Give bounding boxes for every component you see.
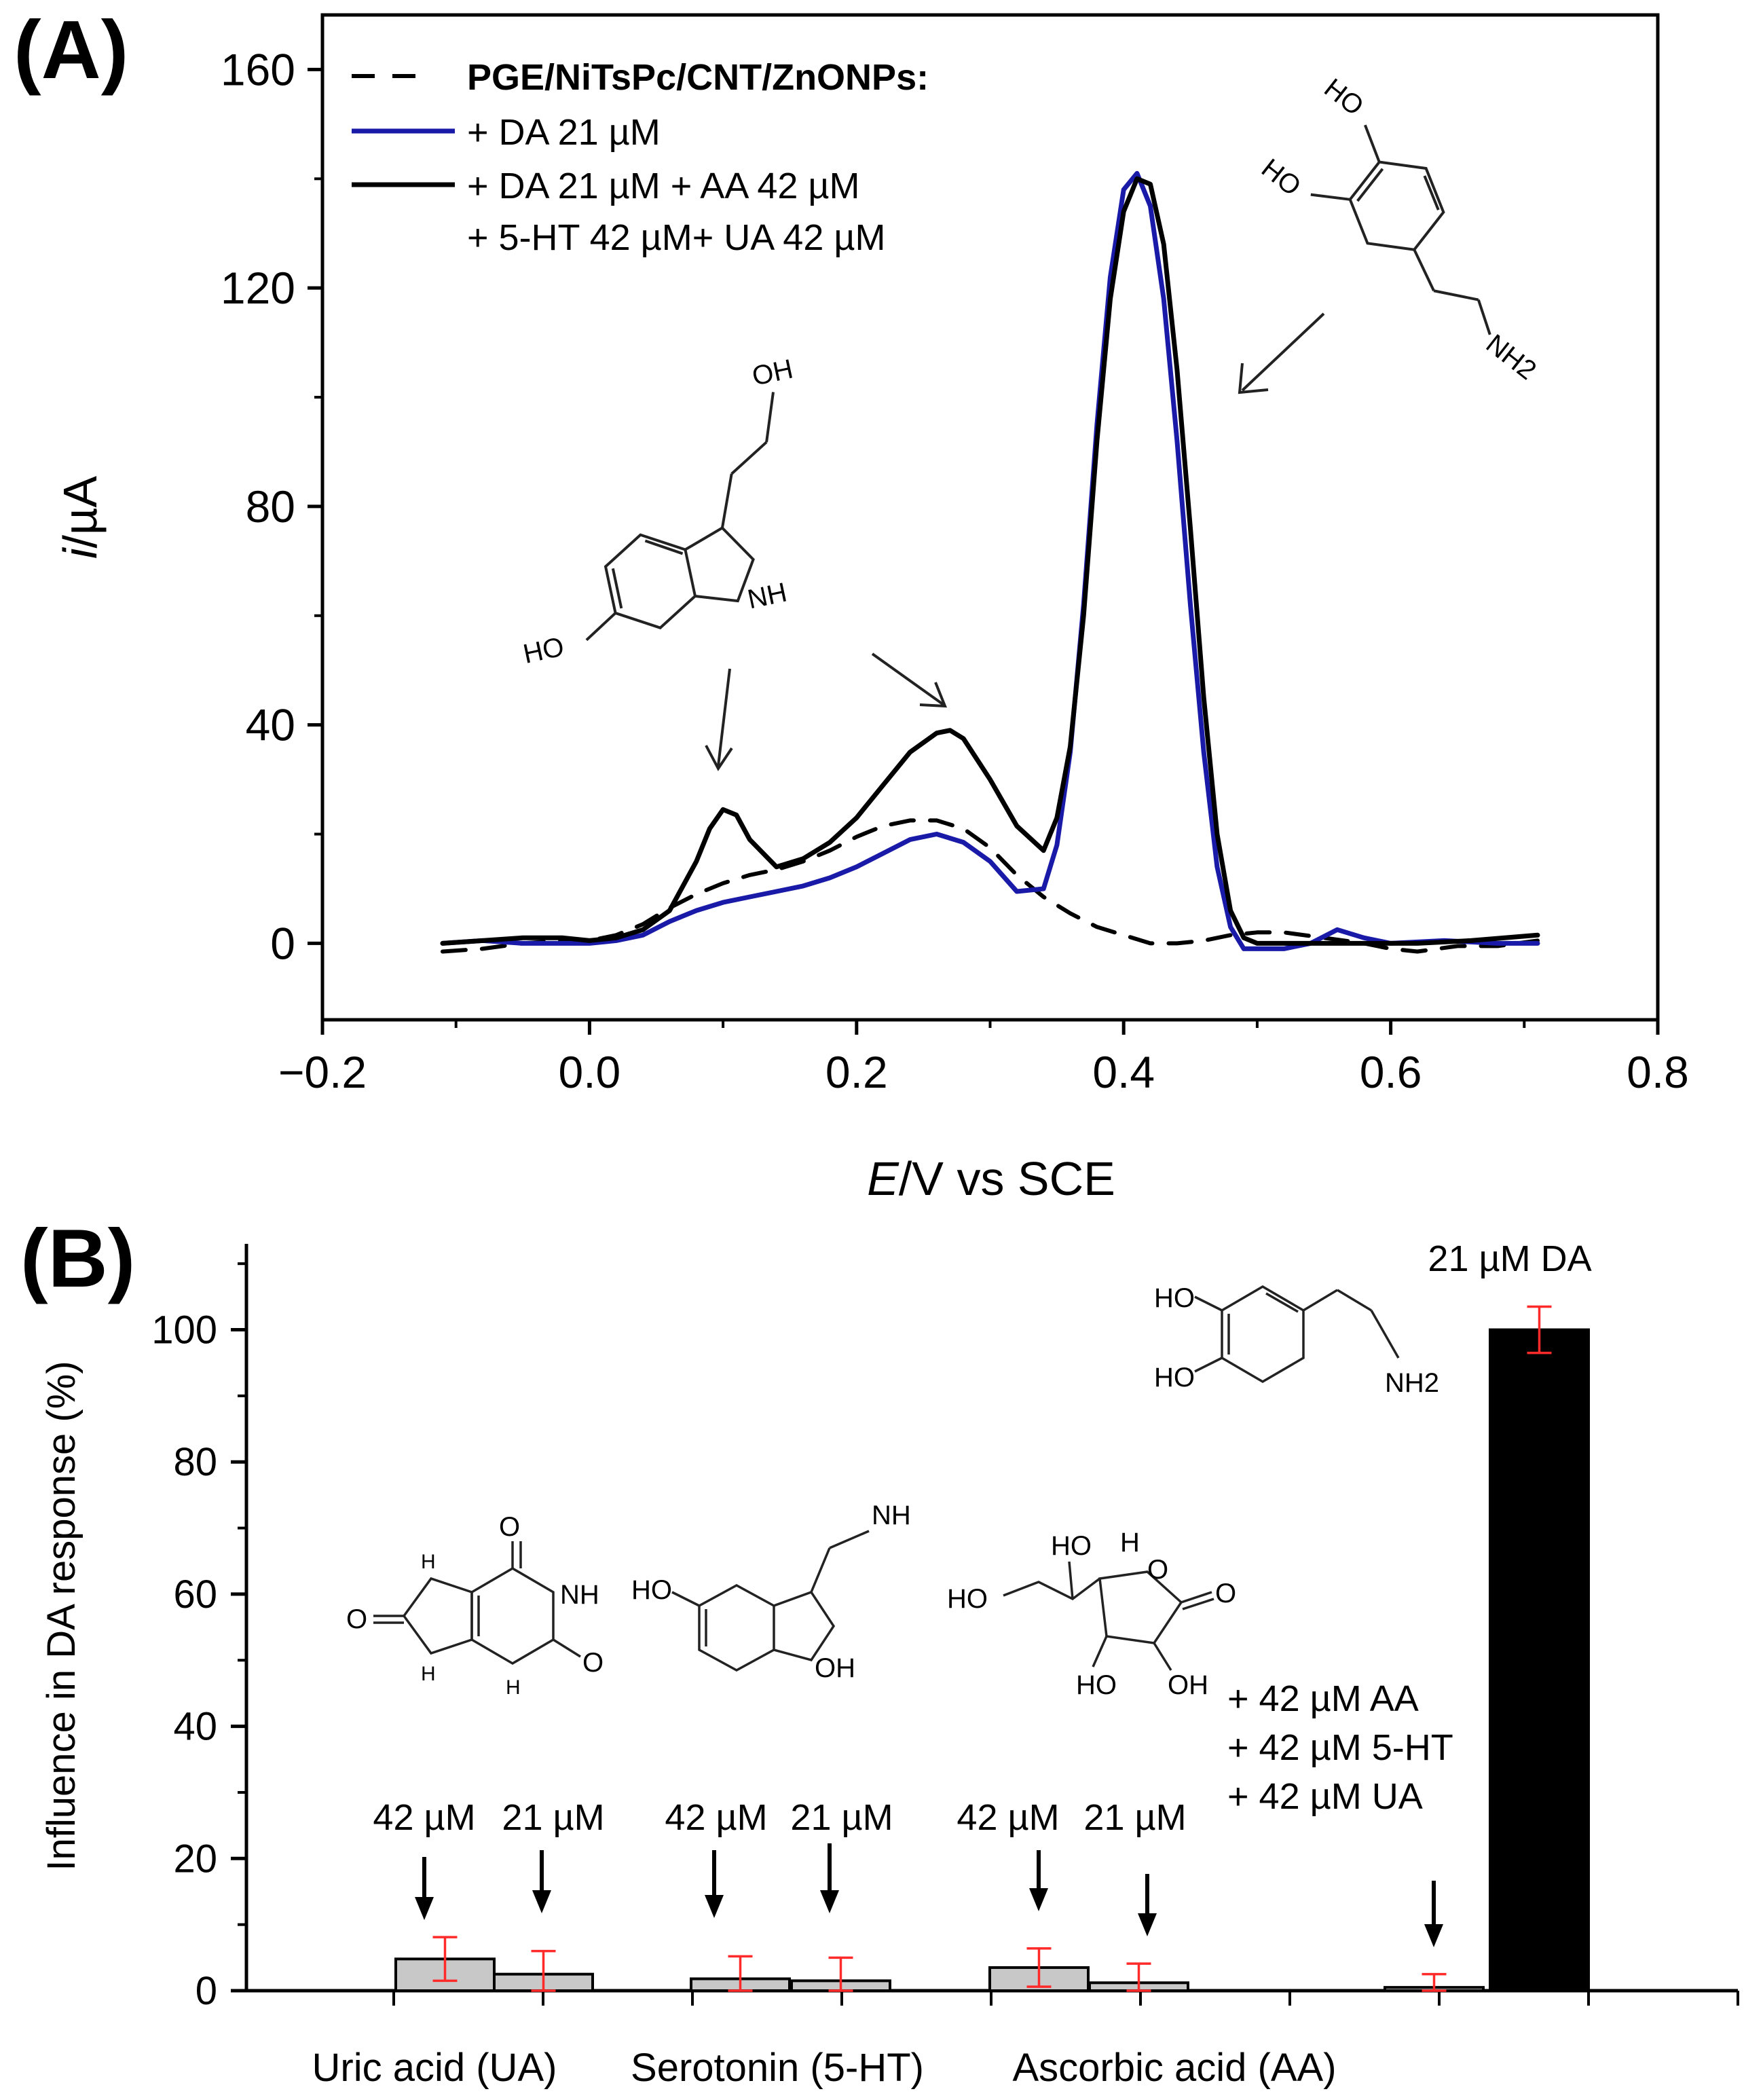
y-tick-label: 0 <box>270 918 295 968</box>
aa-o-carbonyl: O <box>1215 1579 1236 1608</box>
da-b-ho-1: HO <box>1154 1283 1195 1313</box>
aa-ho-left: HO <box>947 1584 988 1614</box>
panel-b-label: (B) <box>20 1212 135 1304</box>
chem-ho-2: HO <box>1256 153 1306 202</box>
category-label-ua: Uric acid (UA) <box>312 2046 557 2090</box>
panel-b-y-axis-title: Influence in DA response (%) <box>39 1361 83 1871</box>
st-b-nh: OH <box>815 1653 855 1683</box>
conc-label-5ht-42: 42 µM <box>665 1797 767 1838</box>
chem-ho: HO <box>521 631 567 669</box>
legend-entry-da: + DA 21 µM <box>467 112 661 153</box>
da-bar-label: 21 µM DA <box>1428 1238 1591 1279</box>
ua-o-top: O <box>499 1512 520 1542</box>
b-y-tick-label: 0 <box>196 1969 217 2013</box>
down-arrow <box>1424 1881 1443 1947</box>
chem-nh2: NH2 <box>1481 329 1542 386</box>
aa-ho-bottom: HO <box>1076 1670 1117 1700</box>
legend-entry-mix-1: + DA 21 µM + AA 42 µM <box>467 166 860 206</box>
ascorbic-acid-structure: HO H O O HO HO OH <box>947 1528 1236 1700</box>
arrow-to-ua-peak <box>871 652 948 708</box>
panel-a-arrows <box>705 312 1325 771</box>
panel-a-legend: PGE/NiTsPc/CNT/ZnONPs: + DA 21 µM + DA 2… <box>352 57 929 258</box>
mixture-label-ua: + 42 µM UA <box>1227 1776 1423 1817</box>
down-arrow <box>532 1850 551 1913</box>
ua-h-2: H <box>421 1663 436 1685</box>
panel-a-series <box>440 170 1540 954</box>
chem-ho-1: HO <box>1318 73 1369 122</box>
ua-o-right: O <box>582 1648 604 1678</box>
aa-oh-bottom: OH <box>1168 1670 1208 1700</box>
serotonin-structure-b: NH HO OH <box>631 1500 911 1683</box>
panel-a-x-ticks: −0.2 0.0 0.2 0.4 0.6 0.8 <box>278 1020 1689 1097</box>
panel-b-y-ticks: 0 20 40 60 80 100 <box>151 1262 246 2013</box>
down-arrow <box>1029 1850 1048 1911</box>
chem-nh: NH <box>745 577 790 614</box>
x-tick-label: 0.6 <box>1360 1047 1422 1097</box>
x-tick-label: 0.4 <box>1092 1047 1155 1097</box>
down-arrow <box>415 1857 434 1920</box>
ua-nh: NH <box>560 1580 599 1610</box>
series-baseline-dashed <box>441 818 1540 954</box>
conc-label-5ht-21: 21 µM <box>790 1797 893 1838</box>
legend-title: PGE/NiTsPc/CNT/ZnONPs: <box>467 57 929 98</box>
down-arrow <box>705 1850 724 1918</box>
panel-b-arrows <box>415 1843 1443 1947</box>
b-y-tick-label: 60 <box>173 1572 217 1617</box>
aa-ho-top: HO <box>1051 1531 1092 1561</box>
down-arrow <box>1138 1874 1157 1936</box>
st-b-oh: NH <box>872 1500 911 1530</box>
conc-label-ua-21: 21 µM <box>502 1797 604 1838</box>
uric-acid-structure: O O O H H H NH <box>346 1512 604 1699</box>
chem-oh: OH <box>749 354 796 392</box>
mixture-label-aa: + 42 µM AA <box>1227 1678 1419 1719</box>
serotonin-structure-a: OH HO NH <box>521 354 796 669</box>
y-tick-label: 160 <box>221 44 295 94</box>
aa-h: H <box>1120 1528 1140 1558</box>
panel-a-y-axis-title: i/µA <box>54 476 107 559</box>
ua-o-left: O <box>346 1604 367 1634</box>
down-arrow <box>820 1843 839 1913</box>
mixture-label-5ht: + 42 µM 5-HT <box>1227 1727 1453 1768</box>
st-b-ho: HO <box>631 1575 672 1605</box>
x-tick-label: 0.0 <box>559 1047 621 1097</box>
da-b-nh2: NH2 <box>1385 1368 1439 1398</box>
b-y-tick-label: 100 <box>151 1308 217 1352</box>
arrow-to-da-peak <box>1238 312 1325 394</box>
series-mixture-black <box>440 176 1540 946</box>
ua-h-1: H <box>421 1551 436 1573</box>
y-tick-label: 120 <box>221 263 295 313</box>
legend-entry-mix-2: + 5-HT 42 µM+ UA 42 µM <box>467 217 885 258</box>
category-label-aa: Ascorbic acid (AA) <box>1012 2046 1336 2090</box>
x-tick-label: −0.2 <box>278 1047 367 1097</box>
ua-h-3: H <box>506 1676 521 1699</box>
b-y-tick-label: 20 <box>173 1837 217 1881</box>
panel-a-label: (A) <box>14 3 128 96</box>
y-tick-label: 80 <box>246 481 295 532</box>
panel-a: (A) −0.2 0.0 0.2 0.4 0.6 0.8 0 40 80 120 160 E/V … <box>14 3 1689 1205</box>
panel-b-bars <box>394 1305 1590 1993</box>
conc-label-aa-42: 42 µM <box>957 1797 1059 1838</box>
panel-b: (B) 0 20 40 60 80 100 Influence in DA respons… <box>20 1212 1739 2090</box>
dopamine-structure-b: HO HO NH2 <box>1154 1283 1439 1398</box>
aa-o-ring: O <box>1147 1555 1168 1585</box>
da-b-ho-2: HO <box>1154 1363 1195 1393</box>
panel-a-x-axis-title: E/V vs SCE <box>867 1152 1115 1205</box>
category-label-5ht: Serotonin (5-HT) <box>631 2046 924 2090</box>
arrow-to-5ht-peak <box>705 668 733 771</box>
panel-b-x-ticks <box>392 1991 1739 2006</box>
x-tick-label: 0.8 <box>1627 1047 1689 1097</box>
dopamine-structure-a: HO HO NH2 <box>1256 73 1542 386</box>
bar <box>1489 1328 1590 1993</box>
y-tick-label: 40 <box>246 700 295 750</box>
conc-label-ua-42: 42 µM <box>373 1797 475 1838</box>
series-da-blue <box>440 170 1540 951</box>
b-y-tick-label: 80 <box>173 1440 217 1484</box>
x-tick-label: 0.2 <box>825 1047 888 1097</box>
conc-label-aa-21: 21 µM <box>1083 1797 1186 1838</box>
b-y-tick-label: 40 <box>173 1705 217 1749</box>
panel-a-y-ticks: 0 40 80 120 160 <box>221 44 322 968</box>
